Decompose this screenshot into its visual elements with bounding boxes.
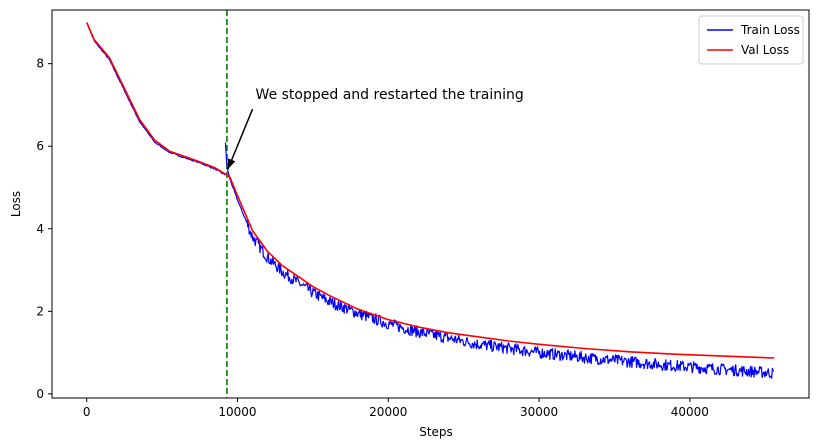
x-tick-label: 30000 [520, 405, 558, 419]
y-axis-title: Loss [9, 191, 23, 217]
y-tick-label: 8 [36, 57, 44, 71]
y-axis-ticks: 0 2 4 6 8 [36, 57, 52, 401]
legend-label: Train Loss [740, 23, 800, 37]
y-tick-label: 6 [36, 139, 44, 153]
y-tick-label: 2 [36, 304, 44, 318]
x-tick-label: 20000 [369, 405, 407, 419]
x-axis-ticks: 0 10000 20000 30000 40000 [83, 398, 709, 419]
annotation-layer: We stopped and restarted the training [227, 87, 524, 170]
x-tick-label: 10000 [218, 405, 256, 419]
series-layer [85, 22, 775, 379]
x-tick-label: 0 [83, 405, 91, 419]
plot-background [52, 10, 809, 398]
x-tick-label: 40000 [671, 405, 709, 419]
y-tick-label: 0 [36, 387, 44, 401]
annotation-arrow-head [227, 158, 236, 170]
y-tick-label: 4 [36, 222, 44, 236]
plot-frame [51, 9, 810, 399]
annotation-arrow-shaft [227, 108, 254, 170]
legend-box [698, 15, 804, 65]
x-axis-title: Steps [419, 425, 453, 439]
annotation-text: We stopped and restarted the training [256, 87, 524, 103]
series-line-train-loss [86, 22, 775, 379]
series-line-val-loss [85, 22, 775, 359]
legend-label: Val Loss [741, 43, 789, 57]
legend: Train Loss Val Loss [698, 15, 804, 65]
